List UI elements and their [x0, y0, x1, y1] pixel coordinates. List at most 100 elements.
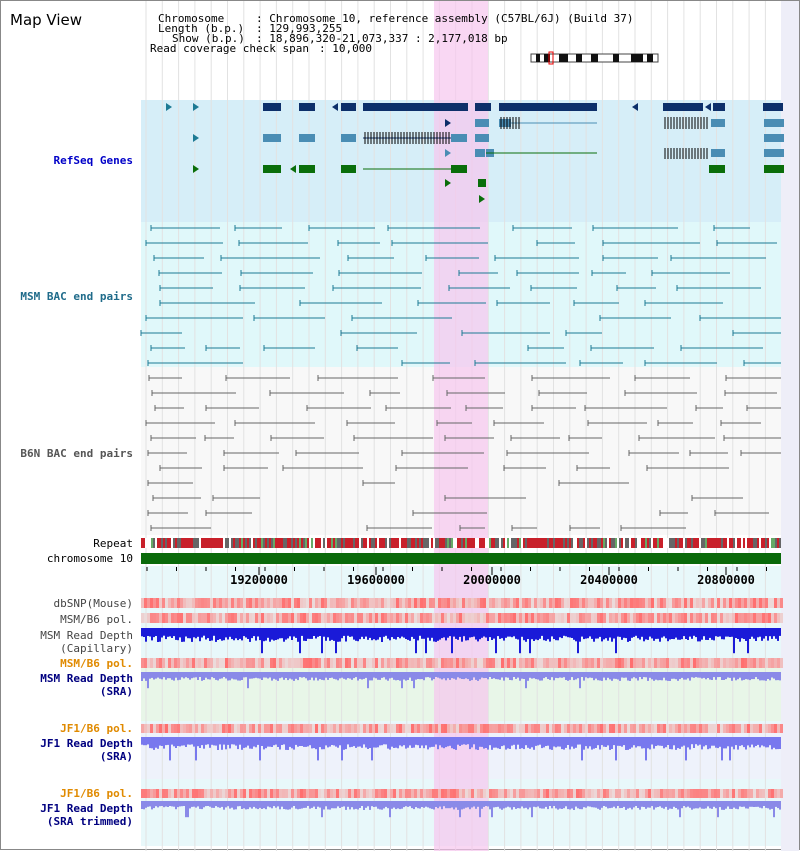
msm-b6-pol-2-heat: [327, 658, 330, 668]
jf1-sra-depth-bar: [301, 737, 303, 746]
jf1-b6-pol-heat: [396, 724, 399, 733]
jf1-b6-pol-heat: [687, 724, 690, 733]
jf1-sra-depth-bar: [531, 737, 533, 748]
repeat-feature: [229, 538, 231, 548]
jf1-sra-depth-bar: [453, 737, 455, 750]
track-label-msm-bac[interactable]: MSM BAC end pairs: [20, 290, 133, 303]
msm-b6-pol-2-heat: [606, 658, 609, 668]
msm-b6-pol-heat: [198, 613, 201, 623]
jf1-b6-pol-2-heat: [309, 789, 312, 798]
jf1-trimmed-depth-bar: [633, 801, 635, 808]
repeat-feature: [731, 538, 733, 548]
exon: [263, 134, 281, 142]
msm-b6-pol-heat: [351, 613, 354, 623]
dbsnp-heat: [540, 598, 543, 608]
msm-sra-depth-bar: [627, 672, 629, 681]
jf1-trimmed-depth-bar: [149, 801, 151, 807]
jf1-b6-pol-heat: [318, 724, 321, 733]
jf1-sra-depth-bar: [689, 737, 691, 750]
msm-b6-pol-2-heat: [705, 658, 708, 668]
jf1-trimmed-depth-bar: [385, 801, 387, 807]
msm-capillary-depth-bar: [379, 628, 381, 638]
msm-b6-pol-heat: [663, 613, 666, 623]
msm-b6-pol-2-heat: [240, 658, 243, 668]
jf1-b6-pol-2-heat: [369, 789, 372, 798]
repeat-feature: [379, 538, 381, 548]
msm-b6-pol-heat: [759, 613, 762, 623]
msm-b6-pol-2-heat: [336, 658, 339, 668]
jf1-trimmed-depth-bar: [239, 801, 241, 807]
msm-b6-pol-heat: [591, 613, 594, 623]
jf1-sra-depth-bar: [467, 737, 469, 745]
msm-capillary-depth-bar: [595, 628, 597, 639]
msm-capillary-depth-bar: [315, 628, 317, 639]
jf1-b6-pol-2-heat: [651, 789, 654, 798]
msm-b6-pol-2-heat: [150, 658, 153, 668]
dbsnp-heat: [645, 598, 648, 608]
dbsnp-heat: [582, 598, 585, 608]
jf1-sra-depth-bar: [227, 737, 229, 745]
msm-b6-pol-2-heat: [495, 658, 498, 668]
jf1-b6-pol-2-heat: [399, 789, 402, 798]
jf1-b6-pol-heat: [363, 724, 366, 733]
track-label-b6n-bac[interactable]: B6N BAC end pairs: [20, 447, 133, 460]
msm-capillary-depth-bar: [743, 628, 745, 639]
msm-capillary-depth-bar: [723, 628, 725, 640]
msm-b6-pol-heat: [354, 613, 357, 623]
jf1-trimmed-depth-bar: [649, 801, 651, 808]
msm-sra-depth-bar: [469, 672, 471, 681]
msm-sra-depth-bar: [587, 672, 589, 679]
jf1-sra-depth-bar: [723, 737, 725, 749]
repeat-feature: [739, 538, 741, 548]
jf1-b6-pol-heat: [612, 724, 615, 733]
repeat-feature: [233, 538, 235, 548]
msm-sra-depth-bar: [303, 672, 305, 678]
jf1-sra-depth-bar: [589, 737, 591, 747]
jf1-sra-depth-bar: [771, 737, 773, 750]
jf1-sra-depth-bar: [737, 737, 739, 750]
jf1-b6-pol-heat: [204, 724, 207, 733]
msm-b6-pol-heat: [297, 613, 300, 623]
repeat-feature: [277, 538, 279, 548]
msm-b6-pol-2-heat: [504, 658, 507, 668]
jf1-b6-pol-2-heat: [456, 789, 459, 798]
jf1-b6-pol-heat: [630, 724, 633, 733]
msm-b6-pol-2-heat: [234, 658, 237, 668]
jf1-trimmed-depth-bar: [369, 801, 371, 810]
jf1-b6-pol-2-heat: [423, 789, 426, 798]
msm-b6-pol-2-heat: [507, 658, 510, 668]
msm-b6-pol-2-heat: [462, 658, 465, 668]
msm-b6-pol-2-heat: [738, 658, 741, 668]
jf1-b6-pol-2-heat: [336, 789, 339, 798]
msm-sra-depth-bar: [573, 672, 575, 681]
msm-capillary-depth-bar: [399, 628, 401, 639]
repeat-feature: [445, 538, 447, 548]
repeat-feature: [667, 538, 669, 548]
msm-sra-depth-bar: [657, 672, 659, 681]
repeat-feature: [433, 538, 435, 548]
jf1-sra-depth-bar: [147, 737, 149, 745]
jf1-trimmed-depth-bar: [713, 801, 715, 807]
msm-capillary-depth-bar: [593, 628, 595, 642]
repeat-feature: [457, 538, 459, 548]
msm-capillary-depth-bar: [235, 628, 237, 639]
jf1-trimmed-depth-bar: [169, 801, 171, 806]
jf1-b6-pol-2-heat: [525, 789, 528, 798]
jf1-b6-pol-2-heat: [351, 789, 354, 798]
jf1-b6-pol-2-heat: [183, 789, 186, 798]
jf1-b6-pol-2-heat: [345, 789, 348, 798]
jf1-trimmed-depth-bar: [451, 801, 453, 808]
dbsnp-heat: [717, 598, 720, 608]
repeat-feature: [629, 538, 631, 548]
msm-b6-pol-2-heat: [441, 658, 444, 668]
ideogram-band: [544, 54, 550, 62]
msm-capillary-depth-bar: [717, 628, 719, 637]
msm-capillary-depth-bar: [403, 628, 405, 638]
jf1-b6-pol-2-heat: [207, 789, 210, 798]
msm-b6-pol-2-heat: [651, 658, 654, 668]
repeat-feature: [287, 538, 289, 548]
dbsnp-heat: [729, 598, 732, 608]
jf1-sra-depth-bar: [461, 737, 463, 745]
track-label-refseq[interactable]: RefSeq Genes: [53, 154, 133, 167]
